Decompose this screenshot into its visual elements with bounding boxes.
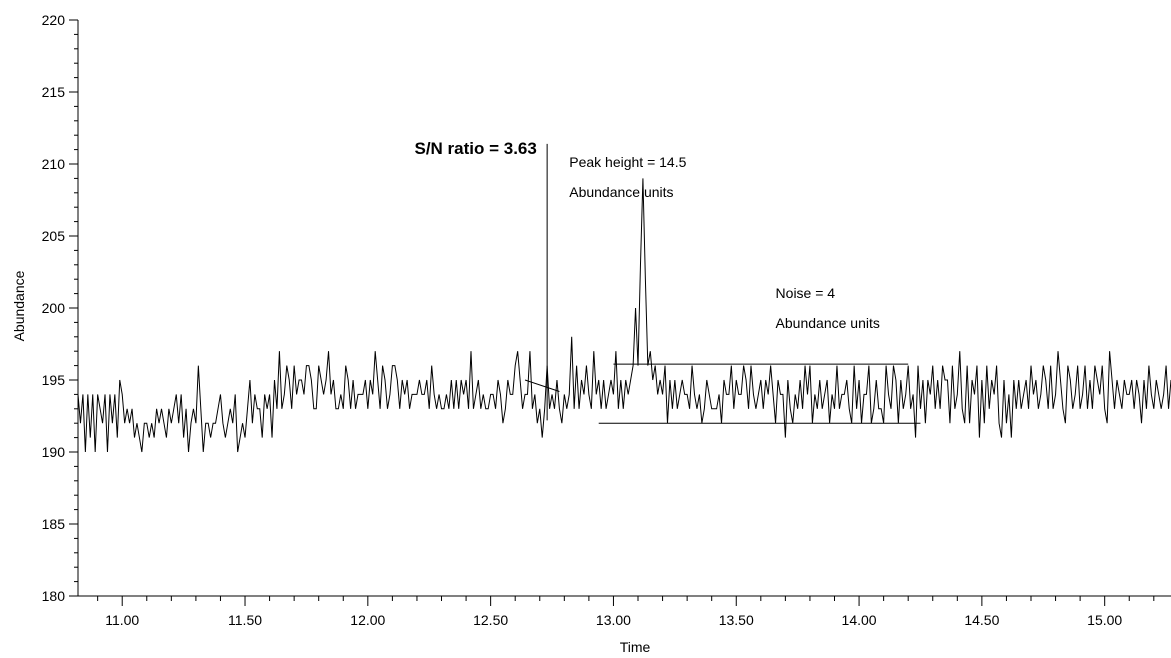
y-tick-label: 200 [42, 300, 66, 316]
peak-baseline-tick [524, 379, 560, 392]
y-tick-label: 195 [42, 372, 66, 388]
annotation-label: Peak height = 14.5 [569, 154, 686, 170]
x-tick-label: 14.50 [964, 612, 999, 628]
y-tick-label: 180 [42, 588, 66, 604]
y-tick-label: 185 [42, 516, 66, 532]
y-tick-label: 210 [42, 156, 66, 172]
x-tick-label: 12.00 [350, 612, 385, 628]
y-tick-label: 190 [42, 444, 66, 460]
x-tick-label: 11.50 [228, 612, 262, 628]
annotations: S/N ratio = 3.63 Peak height = 14.5 Abunda… [414, 139, 879, 331]
x-tick-label: 15.00 [1087, 612, 1122, 628]
x-axis: 11.00 11.50 12.00 12.50 13.00 13.50 14.00 14.50… [78, 595, 1171, 628]
y-tick-label: 220 [42, 12, 66, 28]
x-tick-label: 11.00 [105, 612, 139, 628]
y-axis-label: Abundance [11, 270, 27, 341]
abundance-trace [77, 178, 1171, 453]
x-tick-label: 14.00 [842, 612, 877, 628]
annotation-label: Abundance units [776, 315, 880, 331]
annotation-label: Abundance units [569, 184, 673, 200]
annotation-label: Noise = 4 [776, 285, 836, 301]
y-tick-label: 205 [42, 228, 66, 244]
y-tick-label: 215 [42, 84, 66, 100]
annotation-label: S/N ratio = 3.63 [414, 139, 536, 158]
x-tick-label: 13.00 [596, 612, 631, 628]
y-axis: 180 185 190 195 200 205 210 215 220 [42, 12, 79, 604]
x-axis-label: Time [620, 639, 651, 655]
x-tick-label: 13.50 [719, 612, 754, 628]
x-tick-label: 12.50 [473, 612, 508, 628]
